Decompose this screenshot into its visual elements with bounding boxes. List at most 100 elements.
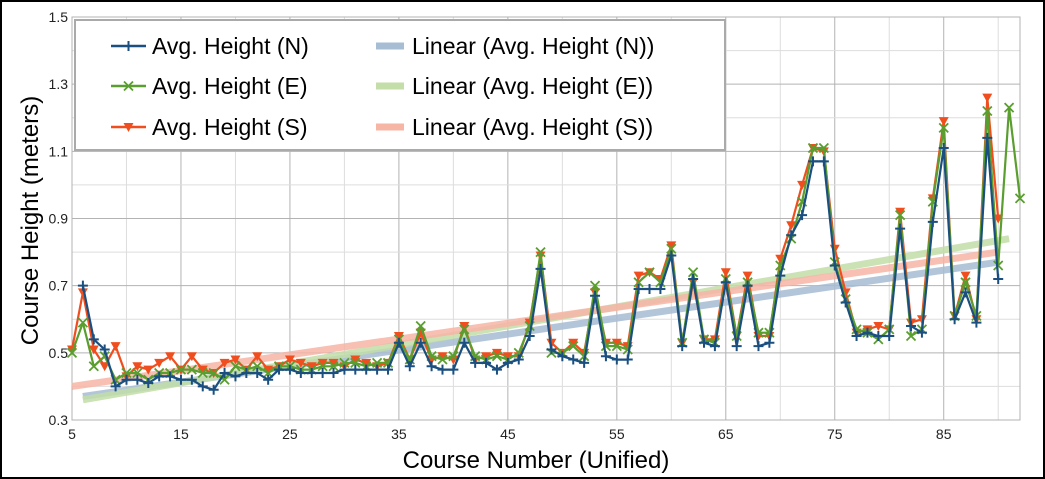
data-point — [459, 324, 470, 335]
data-point — [448, 364, 459, 375]
data-point — [252, 361, 263, 372]
data-point — [884, 331, 895, 342]
data-point — [895, 223, 906, 234]
data-point — [786, 221, 797, 231]
data-point — [840, 297, 851, 308]
x-tick-label: 5 — [68, 426, 76, 442]
legend-label: Linear (Avg. Height (N)) — [412, 33, 654, 59]
data-point — [339, 364, 350, 375]
data-point — [502, 357, 513, 368]
data-point — [906, 320, 917, 331]
data-point — [502, 352, 513, 362]
data-point — [154, 371, 165, 382]
data-point — [361, 358, 372, 368]
data-point — [121, 374, 132, 385]
data-point — [110, 381, 121, 392]
data-point — [938, 142, 949, 153]
data-point — [611, 340, 622, 352]
data-point — [415, 337, 426, 348]
data-point — [186, 364, 197, 375]
data-point — [557, 351, 568, 362]
data-point — [590, 290, 601, 301]
data-point — [491, 351, 503, 362]
data-point — [786, 230, 797, 241]
data-point — [807, 156, 818, 167]
data-point — [132, 367, 143, 379]
data-point — [655, 284, 666, 295]
data-point — [284, 355, 295, 365]
data-point — [186, 374, 197, 385]
data-point — [99, 362, 110, 372]
data-point — [818, 156, 829, 167]
data-point — [459, 337, 470, 348]
data-point — [481, 352, 492, 362]
y-tick-label: 0.3 — [49, 412, 69, 428]
data-point — [470, 357, 481, 368]
data-point — [230, 371, 241, 382]
y-tick-label: 1.1 — [49, 143, 69, 159]
x-tick-label: 35 — [391, 426, 407, 442]
data-point — [807, 142, 819, 154]
data-point — [219, 358, 230, 368]
data-point — [633, 271, 644, 281]
data-point — [437, 352, 448, 362]
data-point — [491, 348, 502, 358]
legend: Avg. Height (N) Avg. Height (E) Avg. Heigh… — [74, 19, 726, 151]
data-series — [66, 93, 1026, 395]
data-point — [361, 364, 372, 375]
data-point — [982, 105, 993, 117]
data-point — [404, 354, 415, 365]
data-point — [742, 271, 753, 281]
data-point — [123, 41, 134, 51]
data-point — [306, 367, 317, 378]
data-point — [688, 273, 699, 284]
data-point — [448, 351, 459, 362]
data-point — [938, 117, 949, 127]
data-point — [720, 268, 731, 278]
data-point — [350, 357, 361, 369]
data-point — [295, 367, 306, 378]
data-point — [88, 361, 99, 372]
data-point — [960, 287, 971, 298]
data-point — [666, 250, 677, 261]
data-point — [132, 362, 143, 372]
data-point — [88, 334, 99, 345]
x-tick-label: 55 — [609, 426, 625, 442]
data-point — [524, 331, 535, 342]
data-point — [753, 341, 764, 352]
data-point — [132, 374, 143, 385]
x-tick-label: 25 — [282, 426, 298, 442]
data-point — [263, 374, 274, 385]
data-point — [666, 243, 677, 254]
data-point — [393, 337, 404, 348]
data-point — [175, 364, 187, 375]
data-point — [437, 364, 448, 375]
data-point — [535, 246, 546, 258]
data-point — [284, 364, 295, 375]
data-point — [208, 367, 219, 379]
data-point — [274, 364, 285, 375]
data-point — [393, 332, 404, 342]
data-point — [165, 352, 176, 362]
x-axis-title: Course Number (Unified) — [403, 447, 670, 474]
data-point — [123, 80, 134, 92]
data-point — [77, 288, 88, 298]
data-point — [513, 347, 524, 358]
data-point — [709, 341, 720, 352]
legend-label: Linear (Avg. Height (E)) — [412, 73, 653, 99]
data-point — [611, 354, 622, 365]
data-point — [568, 340, 579, 352]
data-point — [219, 367, 230, 378]
data-point — [317, 367, 328, 378]
data-point — [208, 384, 219, 395]
data-point — [579, 357, 590, 368]
data-point — [491, 364, 502, 375]
x-tick-label: 65 — [718, 426, 734, 442]
data-point — [328, 367, 339, 378]
data-point — [197, 381, 208, 392]
data-point — [622, 354, 633, 365]
y-tick-labels: 0.3 0.5 0.7 0.9 1.1 1.3 1.5 — [49, 9, 69, 428]
data-point — [960, 277, 971, 288]
data-point — [916, 327, 927, 338]
